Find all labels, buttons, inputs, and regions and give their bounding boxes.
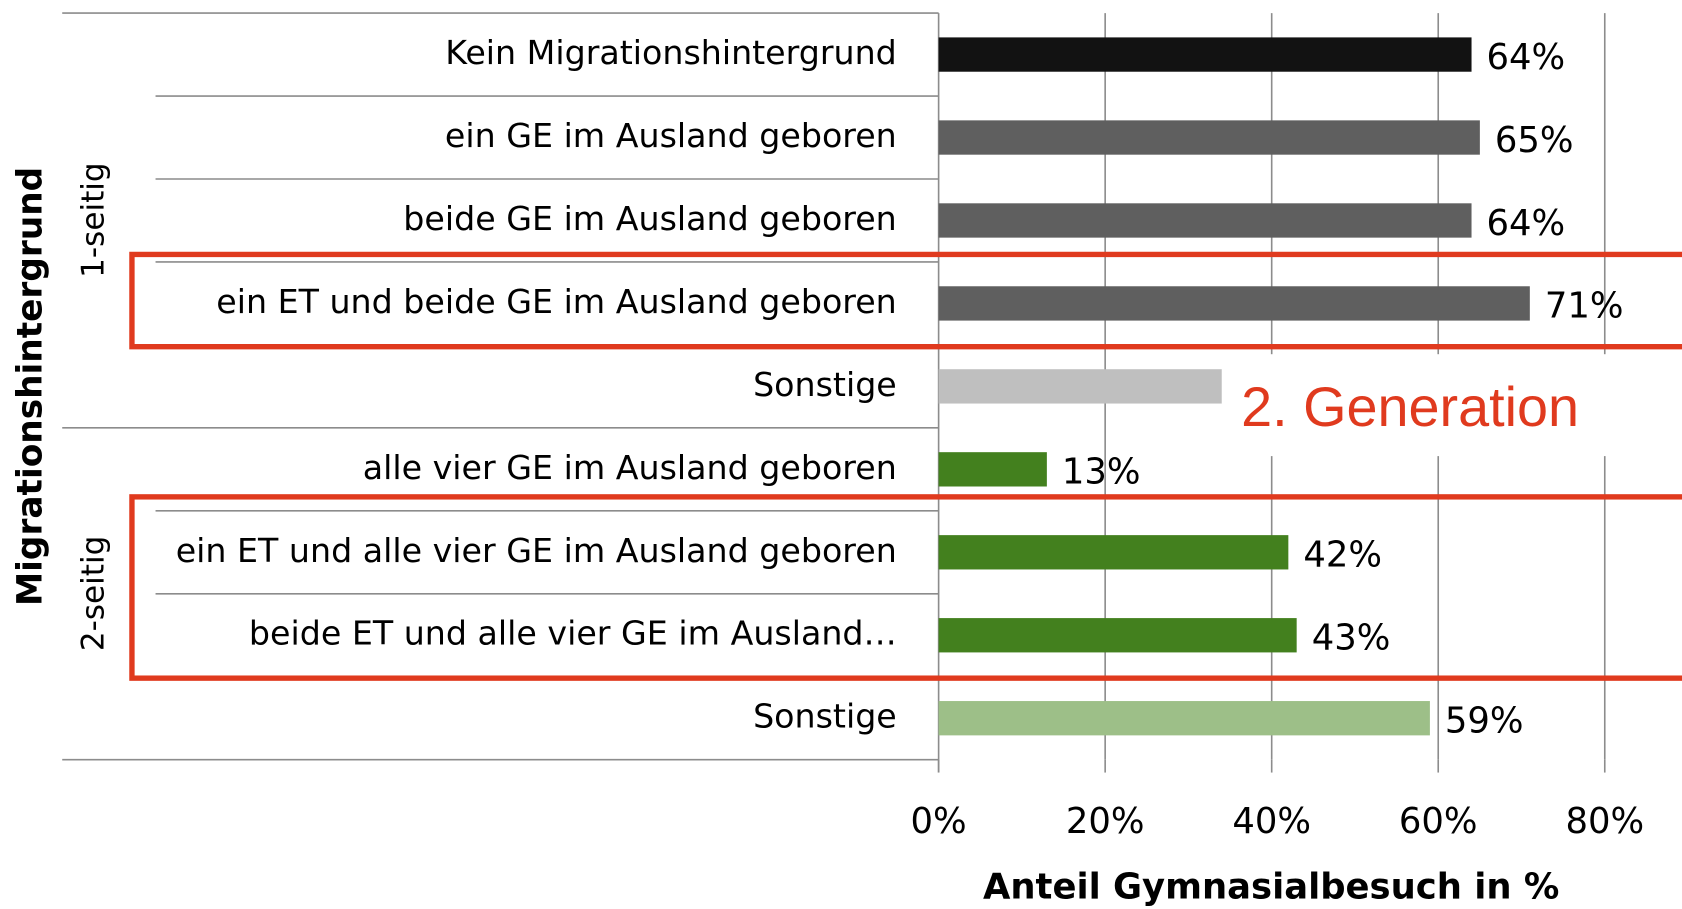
y-tick-label: beide GE im Ausland geboren [403, 199, 896, 238]
bar [938, 452, 1047, 487]
annotation: 2. Generation [1241, 376, 1579, 438]
value-label: 64% [1487, 203, 1566, 244]
bar [938, 618, 1297, 653]
y-tick-label: ein GE im Ausland geboren [445, 116, 897, 155]
value-label: 13% [1062, 452, 1141, 493]
y-axis-title: Migrationshintergrund [11, 167, 51, 606]
bar [938, 37, 1472, 72]
x-tick-label: 80% [1565, 801, 1644, 842]
value-label: 59% [1445, 700, 1524, 741]
bar [938, 203, 1472, 238]
y-tick-label: ein ET und alle vier GE im Ausland gebor… [176, 531, 897, 570]
value-label: 71% [1545, 286, 1624, 327]
x-tick-label: 20% [1066, 801, 1145, 842]
value-label: 43% [1312, 618, 1391, 659]
y-tick-label: Sonstige [753, 697, 897, 736]
bar [938, 120, 1480, 155]
highlight-box [129, 494, 1682, 681]
y-tick-label: Sonstige [753, 365, 897, 404]
bar [938, 369, 1222, 404]
bar [938, 286, 1530, 321]
group-label: 1-seitig [75, 162, 111, 278]
y-tick-label: beide ET und alle vier GE im Ausland… [249, 614, 897, 653]
bar [938, 535, 1289, 570]
y-tick-label: alle vier GE im Ausland geboren [363, 448, 897, 487]
y-tick-label: Kein Migrationshintergrund [445, 33, 897, 72]
group-label: 2-seitig [75, 536, 111, 652]
value-label: 42% [1303, 535, 1382, 576]
annotation-bg [1228, 354, 1658, 457]
x-axis-title: Anteil Gymnasialbesuch in % [983, 866, 1559, 907]
x-tick-label: 0% [911, 801, 967, 842]
y-tick-label: ein ET und beide GE im Ausland geboren [216, 282, 897, 321]
highlight-box [129, 251, 1682, 350]
value-label: 65% [1495, 120, 1574, 161]
value-label: 64% [1487, 37, 1566, 78]
bar [938, 701, 1430, 736]
x-tick-label: 60% [1399, 801, 1478, 842]
x-tick-label: 40% [1232, 801, 1311, 842]
